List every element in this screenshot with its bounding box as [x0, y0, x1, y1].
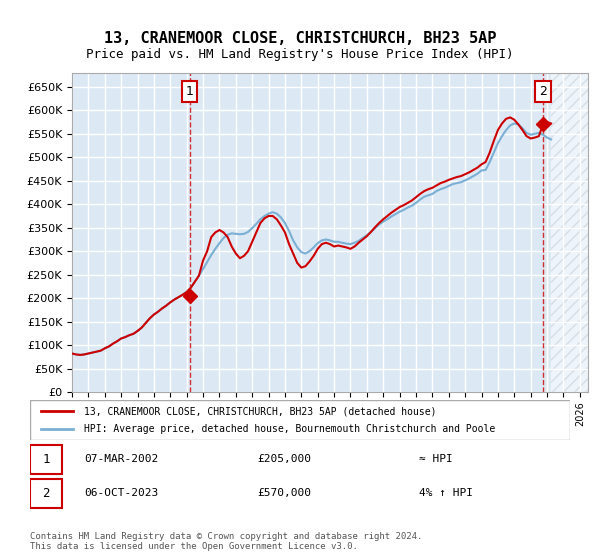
Text: 07-MAR-2002: 07-MAR-2002	[84, 454, 158, 464]
Text: 2: 2	[43, 487, 50, 500]
Text: £205,000: £205,000	[257, 454, 311, 464]
Text: 1: 1	[185, 85, 194, 98]
Text: ≈ HPI: ≈ HPI	[419, 454, 452, 464]
Text: 06-OCT-2023: 06-OCT-2023	[84, 488, 158, 498]
Text: 2: 2	[539, 85, 547, 98]
Text: 13, CRANEMOOR CLOSE, CHRISTCHURCH, BH23 5AP (detached house): 13, CRANEMOOR CLOSE, CHRISTCHURCH, BH23 …	[84, 407, 437, 417]
Text: 13, CRANEMOOR CLOSE, CHRISTCHURCH, BH23 5AP: 13, CRANEMOOR CLOSE, CHRISTCHURCH, BH23 …	[104, 31, 496, 46]
Text: 1: 1	[43, 452, 50, 466]
Text: Contains HM Land Registry data © Crown copyright and database right 2024.
This d: Contains HM Land Registry data © Crown c…	[30, 532, 422, 552]
Text: HPI: Average price, detached house, Bournemouth Christchurch and Poole: HPI: Average price, detached house, Bour…	[84, 423, 495, 433]
Text: Price paid vs. HM Land Registry's House Price Index (HPI): Price paid vs. HM Land Registry's House …	[86, 48, 514, 60]
Text: 4% ↑ HPI: 4% ↑ HPI	[419, 488, 473, 498]
FancyBboxPatch shape	[30, 445, 62, 474]
Bar	[551, 73, 588, 392]
FancyBboxPatch shape	[30, 400, 570, 440]
FancyBboxPatch shape	[30, 479, 62, 507]
Text: £570,000: £570,000	[257, 488, 311, 498]
